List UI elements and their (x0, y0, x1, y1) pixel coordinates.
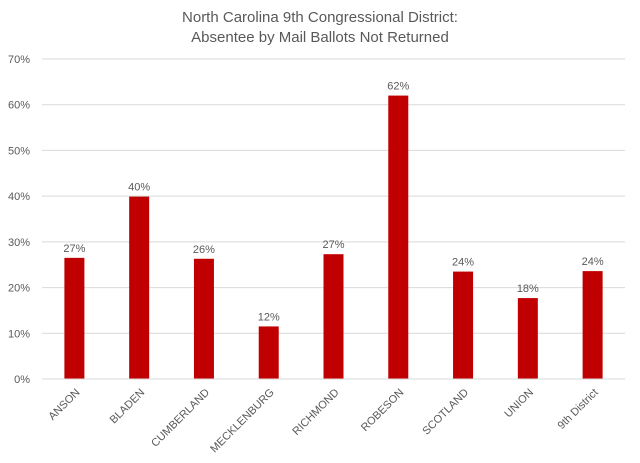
x-tick-label: UNION (502, 387, 536, 421)
data-label: 12% (258, 311, 280, 323)
y-tick-label: 40% (8, 191, 30, 203)
data-label: 26% (193, 244, 215, 256)
bar (323, 254, 344, 379)
chart-title-line-1: North Carolina 9th Congressional Distric… (182, 9, 458, 26)
x-tick-label: MECKLENBURG (208, 387, 277, 456)
bar (193, 258, 214, 379)
data-label: 27% (63, 243, 85, 255)
x-tick-label: RICHMOND (290, 387, 341, 438)
data-label: 18% (517, 283, 539, 295)
data-label: 40% (128, 182, 150, 194)
data-labels: 27% 40% 26% 12% 27% 62% 24% 18% 24% (63, 81, 603, 324)
bar (388, 95, 409, 380)
x-tick-label: CUMBERLAND (149, 387, 212, 450)
x-tick-label: SCOTLAND (420, 387, 471, 438)
y-tick-label: 60% (8, 100, 30, 112)
bar (453, 271, 474, 379)
bar (64, 257, 85, 379)
bar (582, 271, 603, 379)
y-tick-label: 70% (8, 54, 30, 66)
x-tick-label: ANSON (46, 387, 82, 423)
chart-title-line-2: Absentee by Mail Ballots Not Returned (191, 29, 449, 46)
y-tick-labels: 0% 10% 20% 30% 40% 50% 60% 70% (8, 54, 30, 386)
data-label: 24% (452, 257, 474, 269)
y-tick-label: 30% (8, 237, 30, 249)
bars (64, 95, 603, 380)
x-tick-label: BLADEN (108, 387, 148, 427)
y-tick-label: 0% (14, 374, 30, 386)
x-tick-label: 9th District (555, 387, 600, 432)
y-tick-label: 20% (8, 283, 30, 295)
y-tick-label: 50% (8, 145, 30, 157)
data-label: 24% (582, 256, 604, 268)
x-tick-label: ROBESON (359, 387, 406, 434)
bar (129, 196, 150, 379)
data-label: 27% (322, 239, 344, 251)
y-tick-label: 10% (8, 328, 30, 340)
bar (258, 326, 279, 379)
bar (517, 298, 538, 379)
data-label: 62% (387, 81, 409, 93)
